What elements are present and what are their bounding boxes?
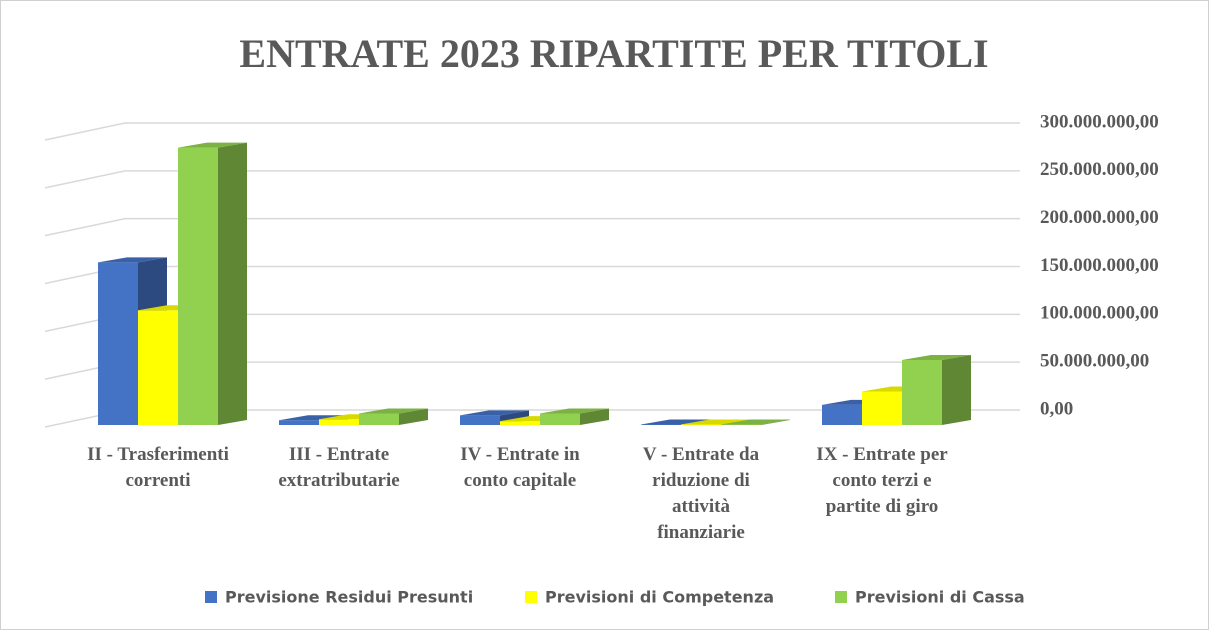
bar-front xyxy=(862,391,902,425)
chart-title: ENTRATE 2023 RIPARTITE PER TITOLI xyxy=(239,31,988,76)
y-tick-label: 0,00 xyxy=(1040,398,1073,419)
y-tick-label: 300.000.000,00 xyxy=(1040,111,1159,132)
bar-top xyxy=(460,410,529,416)
bar-top xyxy=(681,419,750,425)
grid-line xyxy=(44,217,1020,237)
bar-top xyxy=(902,354,971,360)
legend-label: Previsioni di Cassa xyxy=(855,588,1025,607)
y-tick-label: 150.000.000,00 xyxy=(1040,255,1159,276)
bar-top xyxy=(540,408,609,414)
bar xyxy=(540,408,609,425)
x-tick-label: III - Entrate extratributarie xyxy=(278,444,400,491)
grid-line xyxy=(44,170,1020,189)
x-tick-label: II - Trasferimenti correnti xyxy=(87,444,229,491)
bar-front xyxy=(319,419,359,425)
bar xyxy=(178,142,247,426)
y-tick-label: 200.000.000,00 xyxy=(1040,207,1159,228)
bar-side xyxy=(942,354,971,425)
bar-front xyxy=(460,415,500,425)
bar-front xyxy=(98,262,138,425)
bar-side xyxy=(218,142,247,426)
bar-top xyxy=(178,142,247,148)
bar-side xyxy=(399,408,428,425)
bar-front xyxy=(500,421,540,425)
bar-front xyxy=(822,404,862,425)
bar-side xyxy=(761,419,790,425)
bar xyxy=(721,419,790,425)
bar-top xyxy=(721,419,790,425)
bar-side xyxy=(580,408,609,425)
bar-front xyxy=(359,413,399,425)
bar-front xyxy=(540,413,580,425)
bar-front xyxy=(279,420,319,425)
y-tick-label: 50.000.000,00 xyxy=(1040,351,1149,372)
legend-label: Previsioni di Competenza xyxy=(545,588,774,607)
y-tick-label: 250.000.000,00 xyxy=(1040,159,1159,180)
x-tick-label: V - Entrate da riduzione di attività fin… xyxy=(642,444,760,543)
grid-line xyxy=(44,122,1020,141)
legend-swatch xyxy=(835,591,847,603)
y-tick-label: 100.000.000,00 xyxy=(1040,303,1159,324)
bar-top xyxy=(359,408,428,414)
legend-swatch xyxy=(205,591,217,603)
bar-top xyxy=(641,419,710,425)
bar-top xyxy=(98,257,167,263)
bar-top xyxy=(279,415,348,421)
x-tick-label: IX - Entrate per conto terzi e partite d… xyxy=(816,444,948,517)
bar-front xyxy=(138,310,178,425)
bar xyxy=(359,408,428,425)
legend-swatch xyxy=(525,591,537,603)
legend-label: Previsione Residui Presunti xyxy=(225,588,473,607)
bar-front xyxy=(178,147,218,426)
x-tick-label: IV - Entrate in conto capitale xyxy=(460,444,580,491)
bar-front xyxy=(902,359,942,425)
bar xyxy=(902,354,971,425)
